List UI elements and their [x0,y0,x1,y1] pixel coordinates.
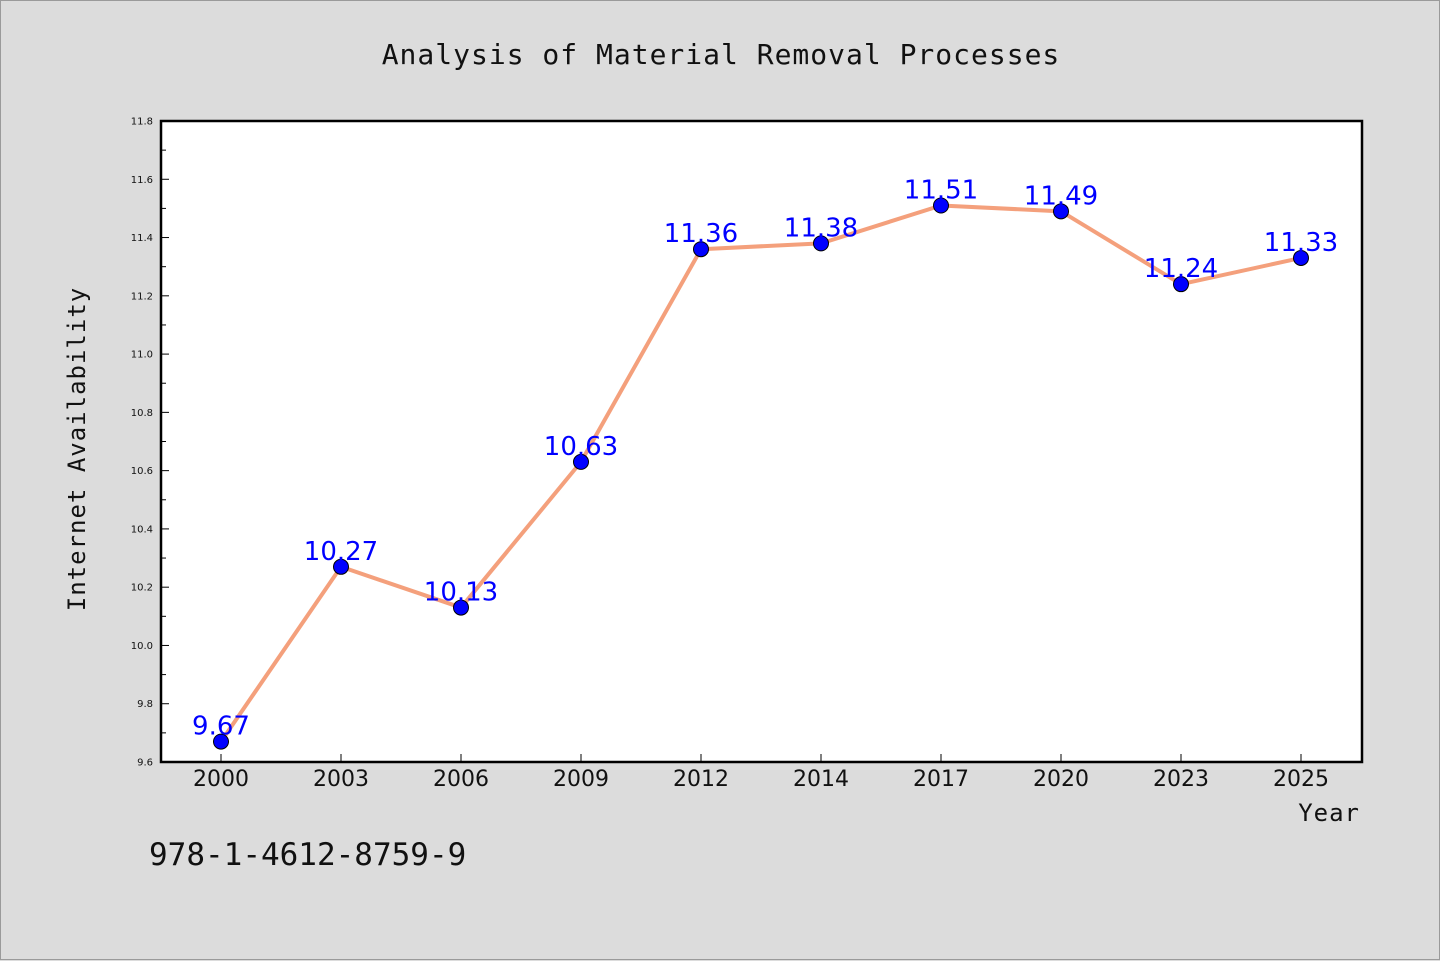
x-tick-label: 2003 [313,767,369,792]
data-point [1173,276,1189,293]
x-tick-label: 2000 [193,767,249,792]
data-point [693,241,709,258]
data-label: 10.63 [544,432,618,462]
x-tick-label: 2017 [913,767,969,792]
data-labels: 9.67 10.27 10.13 10.63 11.36 11.38 11.51 11.49 1… [192,175,1338,741]
data-label: 11.51 [904,175,978,205]
data-label: 10.27 [304,537,378,567]
x-tick-label: 2023 [1153,767,1209,792]
y-tick-label: 10.0 [131,641,153,652]
data-label: 11.24 [1144,254,1218,284]
data-point [573,453,589,470]
data-point [1053,203,1069,220]
data-point [1293,249,1309,266]
x-tick-label: 2012 [673,767,729,792]
chart-title: Analysis of Material Removal Processes [382,38,1061,71]
data-point [333,558,349,575]
y-tick-label: 11.4 [131,233,153,244]
data-label: 11.49 [1024,181,1098,211]
series-line [219,203,1302,743]
x-axis-label: Year [1298,799,1360,827]
isbn-annotation: 978-1-4612-8759-9 [149,837,466,873]
y-tick-label: 11.0 [131,350,153,361]
y-tick-label: 9.6 [137,758,153,769]
data-label: 11.38 [784,213,858,243]
x-tick-label: 2014 [793,767,849,792]
series-markers [213,197,1309,750]
data-point [453,599,469,616]
x-tick-label: 2009 [553,767,609,792]
y-tick-label: 11.2 [131,291,153,302]
data-label: 9.67 [192,712,250,742]
y-tick-label: 10.6 [131,466,153,477]
data-point [933,197,949,214]
x-tick-label: 2020 [1033,767,1089,792]
y-tick-label: 10.4 [131,524,153,535]
y-tick-label: 11.6 [131,175,153,186]
x-tick-label: 2006 [433,767,489,792]
y-axis-ticks: 9.6 9.8 10.0 10.2 10.4 10.6 10.8 11.0 11.2 11.4 11… [131,117,169,769]
x-axis-ticks: 2000 2003 2006 2009 2012 2014 2017 2020 2023 2025 [193,754,1329,792]
data-label: 10.13 [424,578,498,608]
data-point [213,733,229,750]
data-point [813,235,829,252]
x-tick-label: 2025 [1273,767,1329,792]
y-tick-label: 10.8 [131,408,153,419]
data-label: 11.36 [664,219,738,249]
data-label: 11.33 [1264,228,1338,258]
y-axis-label: Internet Availability [63,287,91,611]
y-tick-label: 11.8 [131,117,153,128]
y-tick-label: 10.2 [131,583,153,594]
plot-area [159,119,1364,764]
y-tick-label: 9.8 [137,699,153,710]
